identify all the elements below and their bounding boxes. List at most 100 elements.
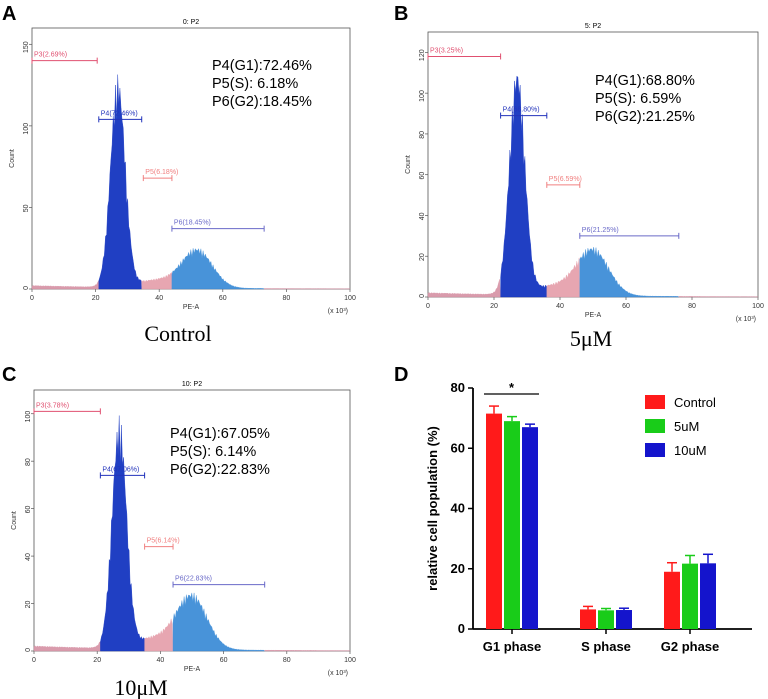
gate-label: P6(22.83%) <box>175 576 212 583</box>
phase-stat: P6(G2):22.83% <box>170 462 270 478</box>
legend-label: Control <box>674 395 716 410</box>
gate-label: P4(72.46%) <box>101 110 138 117</box>
x-tick-label: 100 <box>752 303 764 310</box>
legend-swatch-control <box>645 395 665 409</box>
x-tick-label: 0 <box>426 303 430 310</box>
region-p3-debris <box>31 279 99 290</box>
histogram-10um: 10: P2 0 20 40 60 80 100 0 20 40 60 80 100 PE-A (x 10³… <box>11 381 356 699</box>
phase-stat: P4(G1):67.05% <box>170 426 270 442</box>
histogram-control: 0: P2 0 20 40 60 80 100 0 50 100 150 PE-A (x 10³) Cou… <box>9 19 356 346</box>
y-tick-label: 80 <box>419 131 426 139</box>
phase-stat: P5(S): 6.18% <box>212 76 298 92</box>
phase-stat: P5(S): 6.14% <box>170 444 256 460</box>
region-p4-g1 <box>98 74 142 290</box>
y-tick-label: 0 <box>23 286 30 290</box>
x-axis-scale: (x 10³) <box>736 316 756 323</box>
panel-letter-a: A <box>2 3 16 25</box>
y-tick-label: 120 <box>419 49 426 61</box>
x-tick-label: 80 <box>283 657 291 664</box>
region-p5-s <box>546 257 581 298</box>
y-tick-label: 60 <box>25 506 32 514</box>
x-axis-scale: (x 10³) <box>328 308 348 315</box>
gate-label: P3(3.25%) <box>430 47 463 54</box>
y-tick-label: 100 <box>419 90 426 102</box>
bar-5um-g1 <box>504 421 520 629</box>
gate-label: P6(18.45%) <box>174 220 211 227</box>
region-p3-debris <box>33 641 101 652</box>
y-tick-label: 20 <box>25 600 32 608</box>
gate-label: P3(3.78%) <box>36 402 69 409</box>
x-tick-label: 20 <box>490 303 498 310</box>
panel-letter-d: D <box>394 364 408 386</box>
phase-stat: P5(S): 6.59% <box>595 91 681 107</box>
x-tick-label: 60 <box>622 303 630 310</box>
gate-label: P5(6.18%) <box>145 169 178 176</box>
legend-swatch-5um <box>645 419 665 433</box>
bar-control-g2 <box>664 571 680 629</box>
plot-title: 10: P2 <box>182 381 202 388</box>
y-axis-label: Count <box>9 149 16 168</box>
x-tick-label: 40 <box>556 303 564 310</box>
gate-label: P6(21.25%) <box>582 227 619 234</box>
bar-5um-g2 <box>682 563 698 629</box>
bar-10um-s <box>616 610 632 629</box>
x-axis-label: PE-A <box>184 666 201 673</box>
y-axis-label: Count <box>405 155 412 174</box>
y-tick-label: 0 <box>25 648 32 652</box>
y-axis-label: Count <box>11 511 18 530</box>
y-tick-label: 40 <box>419 212 426 220</box>
gate-label: P4(67.06%) <box>102 466 139 473</box>
region-p4-g1 <box>100 415 145 652</box>
gate-label: P5(6.14%) <box>147 538 180 545</box>
y-tick-label: 0 <box>419 294 426 298</box>
legend-label: 5uM <box>674 419 699 434</box>
panel-caption: 10μM <box>114 675 167 699</box>
bar-5um-s <box>598 610 614 629</box>
y-axis-label: relative cell population (%) <box>425 426 440 591</box>
significance-star: * <box>509 380 515 395</box>
y-tick-label: 80 <box>451 380 465 395</box>
phase-stat: P4(G1):68.80% <box>595 73 695 89</box>
y-tick-label: 20 <box>451 561 465 576</box>
region-p4-g1 <box>500 75 547 298</box>
y-tick-label: 60 <box>419 172 426 180</box>
y-tick-label: 150 <box>23 41 30 53</box>
phase-stat: P4(G1):72.46% <box>212 58 312 74</box>
region-p6-g2 <box>171 248 265 290</box>
x-tick-label: G2 phase <box>661 639 720 654</box>
x-tick-label: 60 <box>220 657 228 664</box>
x-tick-label: 80 <box>688 303 696 310</box>
y-tick-label: 40 <box>25 553 32 561</box>
region-p6-g2 <box>579 247 680 298</box>
region-p5-s <box>141 272 173 290</box>
y-tick-label: 20 <box>419 253 426 261</box>
y-tick-label: 60 <box>451 440 465 455</box>
region-p3-debris <box>427 279 501 298</box>
bar-control-s <box>580 609 596 629</box>
x-tick-label: 40 <box>155 295 163 302</box>
region-tail <box>678 296 759 298</box>
y-tick-label: 80 <box>25 458 32 466</box>
panel-letter-b: B <box>394 3 408 25</box>
x-tick-label: 60 <box>219 295 227 302</box>
x-tick-label: 0 <box>30 295 34 302</box>
y-tick-label: 0 <box>458 621 465 636</box>
plot-title: 0: P2 <box>183 19 199 26</box>
x-tick-label: 40 <box>157 657 165 664</box>
bar-control-g1 <box>486 413 502 629</box>
x-tick-label: 100 <box>344 295 356 302</box>
y-tick-label: 40 <box>451 501 465 516</box>
bar-chart-phases: 0 20 40 60 80 relative cell population (%) G1 … <box>425 380 752 654</box>
x-axis-label: PE-A <box>585 312 602 319</box>
phase-stat: P6(G2):21.25% <box>595 109 695 125</box>
x-tick-label: S phase <box>581 639 631 654</box>
panel-caption: Control <box>144 321 211 346</box>
y-tick-label: 100 <box>23 123 30 135</box>
panel-caption: 5μM <box>570 326 612 351</box>
x-tick-label: G1 phase <box>483 639 542 654</box>
x-axis-label: PE-A <box>183 304 200 311</box>
phase-stat: P6(G2):18.45% <box>212 94 312 110</box>
histogram-5um: 5: P2 0 20 40 60 80 100 0 20 40 60 80 100 120 PE-A (x 1… <box>405 23 764 351</box>
x-axis-scale: (x 10³) <box>328 670 348 677</box>
